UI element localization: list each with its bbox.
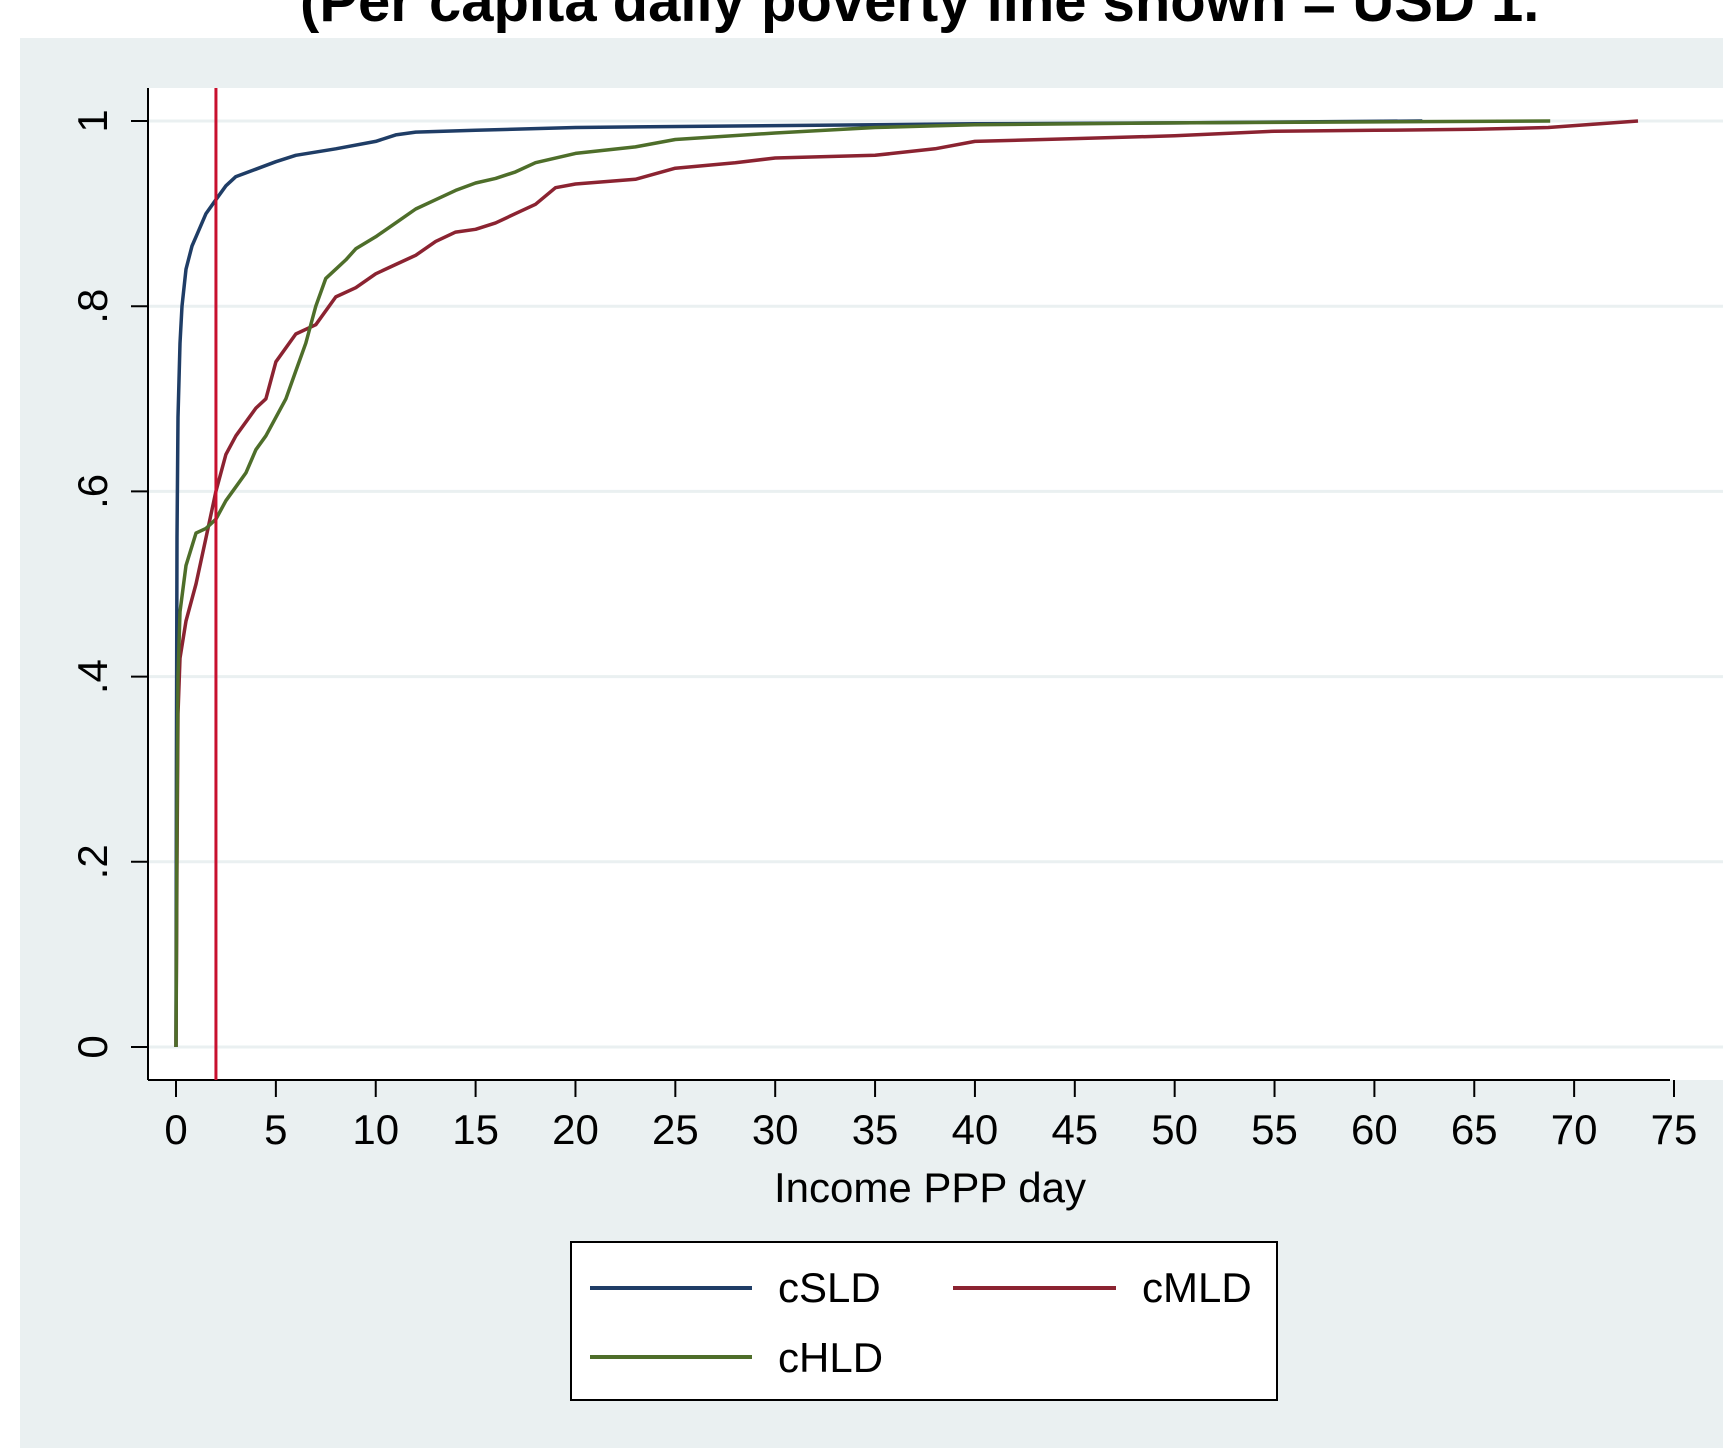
x-tick-label-2: 10: [352, 1106, 399, 1153]
x-axis: 0 5 10 15 20 25 30 35 40 45 50 55 60 65 70 75: [148, 1079, 1698, 1153]
series-lines: [174, 119, 1639, 1048]
legend: cSLD cMLD cHLD: [570, 1241, 1278, 1401]
y-tick-label-2: .4: [69, 659, 116, 694]
x-tick-label-14: 70: [1551, 1106, 1598, 1153]
x-tick-label-10: 50: [1151, 1106, 1198, 1153]
series-line-cHLD: [174, 119, 1551, 1048]
x-tick-label-8: 40: [952, 1106, 999, 1153]
x-tick-label-11: 55: [1251, 1106, 1298, 1153]
y-tick-label-0: 0: [69, 1035, 116, 1058]
x-tick-label-6: 30: [752, 1106, 799, 1153]
legend-box: [570, 1241, 1278, 1401]
legend-label-cSLD: cSLD: [778, 1264, 881, 1311]
x-tick-label-7: 35: [852, 1106, 899, 1153]
x-tick-label-1: 5: [264, 1106, 287, 1153]
y-axis: 0 .2 .4 .6 .8 1: [69, 88, 149, 1080]
x-tick-label-4: 20: [552, 1106, 599, 1153]
y-tick-label-1: .2: [69, 844, 116, 879]
plot-area: [148, 88, 1723, 1080]
y-tick-label-4: .8: [69, 289, 116, 324]
y-tick-label-3: .6: [69, 474, 116, 509]
series-line-cSLD: [174, 119, 1423, 1048]
x-tick-label-13: 65: [1451, 1106, 1498, 1153]
x-tick-label-15: 75: [1651, 1106, 1698, 1153]
y-tick-label-5: 1: [69, 109, 116, 132]
x-tick-label-9: 45: [1051, 1106, 1098, 1153]
x-tick-label-3: 15: [452, 1106, 499, 1153]
legend-label-cHLD: cHLD: [778, 1334, 883, 1381]
x-tick-label-5: 25: [652, 1106, 699, 1153]
x-axis-label: Income PPP day: [774, 1164, 1086, 1211]
x-tick-label-12: 60: [1351, 1106, 1398, 1153]
series-line-cMLD: [174, 119, 1639, 1048]
chart-title: (Per capita daily poverty line shown = U…: [300, 0, 1540, 34]
legend-label-cMLD: cMLD: [1142, 1264, 1252, 1311]
x-tick-label-0: 0: [164, 1106, 187, 1153]
